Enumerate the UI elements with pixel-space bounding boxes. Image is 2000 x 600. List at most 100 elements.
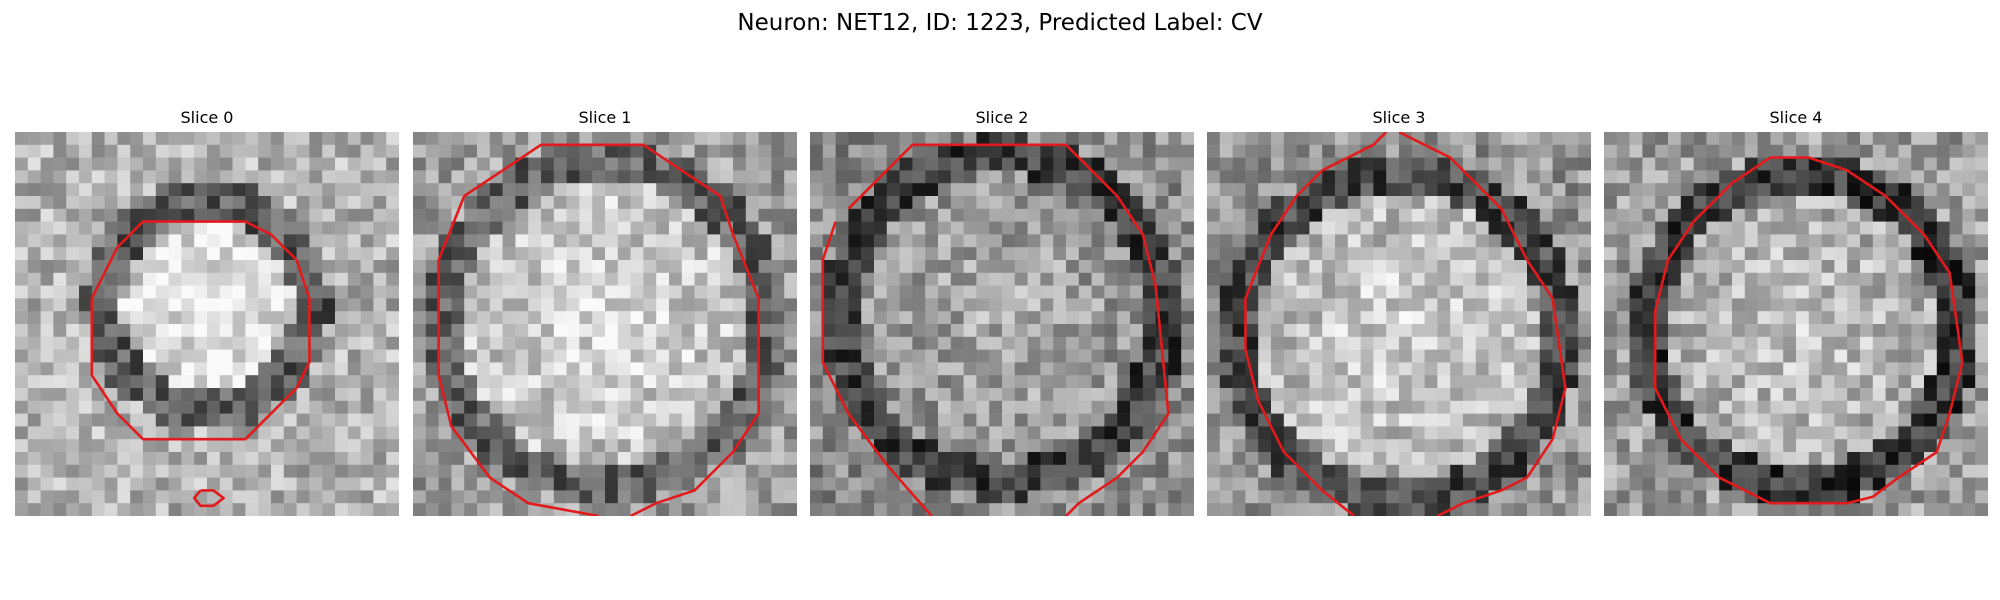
image-pixel xyxy=(745,132,759,146)
image-pixel xyxy=(1168,298,1182,312)
image-pixel xyxy=(207,196,221,210)
image-pixel xyxy=(386,311,399,325)
image-pixel xyxy=(617,285,631,299)
image-pixel xyxy=(283,362,297,376)
image-pixel xyxy=(1565,234,1579,248)
image-pixel xyxy=(1616,196,1630,210)
image-pixel xyxy=(1975,490,1988,504)
image-pixel xyxy=(1719,208,1733,222)
image-pixel xyxy=(1616,324,1630,338)
image-pixel xyxy=(1911,503,1925,516)
image-pixel xyxy=(1680,336,1694,350)
image-pixel xyxy=(1834,311,1848,325)
image-pixel xyxy=(464,234,478,248)
image-pixel xyxy=(835,324,849,338)
image-pixel xyxy=(502,221,516,235)
image-pixel xyxy=(1386,234,1400,248)
image-pixel xyxy=(168,260,182,274)
image-pixel xyxy=(1053,272,1067,286)
image-pixel xyxy=(1796,221,1810,235)
image-pixel xyxy=(1872,157,1886,171)
image-pixel xyxy=(669,196,683,210)
image-pixel xyxy=(1527,477,1541,491)
image-pixel xyxy=(579,388,593,402)
image-pixel xyxy=(617,503,631,516)
image-pixel xyxy=(347,260,361,274)
image-pixel xyxy=(79,311,93,325)
image-pixel xyxy=(1642,170,1656,184)
image-pixel xyxy=(1924,375,1938,389)
image-pixel xyxy=(1488,311,1502,325)
image-pixel xyxy=(771,285,785,299)
image-pixel xyxy=(963,503,977,516)
image-pixel xyxy=(1885,503,1899,516)
image-pixel xyxy=(1501,234,1515,248)
image-pixel xyxy=(477,272,491,286)
image-pixel xyxy=(1296,426,1310,440)
image-pixel xyxy=(1898,298,1912,312)
image-pixel xyxy=(963,298,977,312)
image-pixel xyxy=(720,375,734,389)
image-pixel xyxy=(592,375,606,389)
image-pixel xyxy=(848,234,862,248)
image-pixel xyxy=(1475,247,1489,261)
image-pixel xyxy=(79,221,93,235)
image-pixel xyxy=(976,221,990,235)
image-pixel xyxy=(347,477,361,491)
image-pixel xyxy=(15,400,29,414)
image-pixel xyxy=(91,426,105,440)
image-pixel xyxy=(1808,477,1822,491)
image-pixel xyxy=(1091,260,1105,274)
image-pixel xyxy=(1078,336,1092,350)
image-pixel xyxy=(1885,247,1899,261)
image-pixel xyxy=(733,336,747,350)
image-pixel xyxy=(1719,324,1733,338)
image-pixel xyxy=(643,234,657,248)
image-pixel xyxy=(66,183,80,197)
image-pixel xyxy=(1501,132,1515,146)
image-pixel xyxy=(707,311,721,325)
image-pixel xyxy=(335,490,349,504)
image-pixel xyxy=(1962,298,1976,312)
image-pixel xyxy=(1975,132,1988,146)
image-pixel xyxy=(694,298,708,312)
image-pixel xyxy=(1770,439,1784,453)
image-pixel xyxy=(1936,208,1950,222)
image-pixel xyxy=(143,144,157,158)
image-pixel xyxy=(758,311,772,325)
image-pixel xyxy=(669,413,683,427)
image-pixel xyxy=(1411,132,1425,146)
image-pixel xyxy=(1911,439,1925,453)
image-pixel xyxy=(66,336,80,350)
image-pixel xyxy=(1527,196,1541,210)
image-pixel xyxy=(181,439,195,453)
image-pixel xyxy=(1693,285,1707,299)
image-pixel xyxy=(1104,298,1118,312)
image-pixel xyxy=(1360,464,1374,478)
image-pixel xyxy=(630,400,644,414)
image-pixel xyxy=(1117,452,1131,466)
image-pixel xyxy=(605,362,619,376)
image-pixel xyxy=(194,183,208,197)
image-pixel xyxy=(181,400,195,414)
image-pixel xyxy=(1386,311,1400,325)
image-pixel xyxy=(283,336,297,350)
image-pixel xyxy=(1796,234,1810,248)
image-pixel xyxy=(1693,221,1707,235)
image-pixel xyxy=(1578,247,1591,261)
image-pixel xyxy=(515,234,529,248)
image-pixel xyxy=(245,157,259,171)
image-pixel xyxy=(489,311,503,325)
image-pixel xyxy=(810,490,824,504)
image-pixel xyxy=(1962,452,1976,466)
image-pixel xyxy=(1539,490,1553,504)
image-pixel xyxy=(1872,349,1886,363)
image-pixel xyxy=(1027,170,1041,184)
image-pixel xyxy=(835,221,849,235)
image-pixel xyxy=(528,477,542,491)
image-pixel xyxy=(1552,247,1566,261)
image-pixel xyxy=(1616,247,1630,261)
image-pixel xyxy=(1066,285,1080,299)
image-pixel xyxy=(976,183,990,197)
image-pixel xyxy=(451,132,465,146)
